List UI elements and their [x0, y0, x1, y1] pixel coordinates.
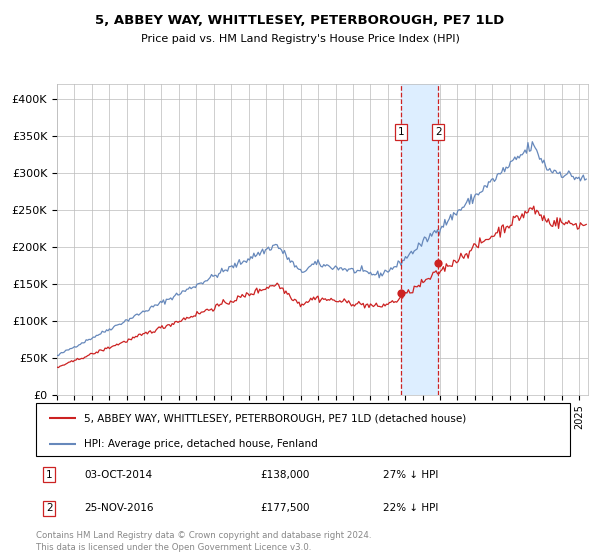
Text: 25-NOV-2016: 25-NOV-2016 — [84, 503, 154, 514]
Point — [396, 288, 406, 297]
Point — [433, 259, 443, 268]
Text: This data is licensed under the Open Government Licence v3.0.: This data is licensed under the Open Gov… — [36, 543, 311, 552]
Text: 5, ABBEY WAY, WHITTLESEY, PETERBOROUGH, PE7 1LD (detached house): 5, ABBEY WAY, WHITTLESEY, PETERBOROUGH, … — [84, 413, 466, 423]
Text: 03-OCT-2014: 03-OCT-2014 — [84, 470, 152, 480]
Text: 5, ABBEY WAY, WHITTLESEY, PETERBOROUGH, PE7 1LD: 5, ABBEY WAY, WHITTLESEY, PETERBOROUGH, … — [95, 14, 505, 27]
Text: HPI: Average price, detached house, Fenland: HPI: Average price, detached house, Fenl… — [84, 438, 318, 449]
Bar — [401, 84, 438, 395]
Text: 1: 1 — [398, 127, 404, 137]
Text: 2: 2 — [435, 127, 442, 137]
Text: £177,500: £177,500 — [260, 503, 310, 514]
Text: Price paid vs. HM Land Registry's House Price Index (HPI): Price paid vs. HM Land Registry's House … — [140, 34, 460, 44]
Text: 1: 1 — [46, 470, 53, 480]
Text: £138,000: £138,000 — [260, 470, 310, 480]
Text: 2: 2 — [46, 503, 53, 514]
Text: Contains HM Land Registry data © Crown copyright and database right 2024.: Contains HM Land Registry data © Crown c… — [36, 531, 371, 540]
Text: 22% ↓ HPI: 22% ↓ HPI — [383, 503, 439, 514]
Text: 27% ↓ HPI: 27% ↓ HPI — [383, 470, 439, 480]
